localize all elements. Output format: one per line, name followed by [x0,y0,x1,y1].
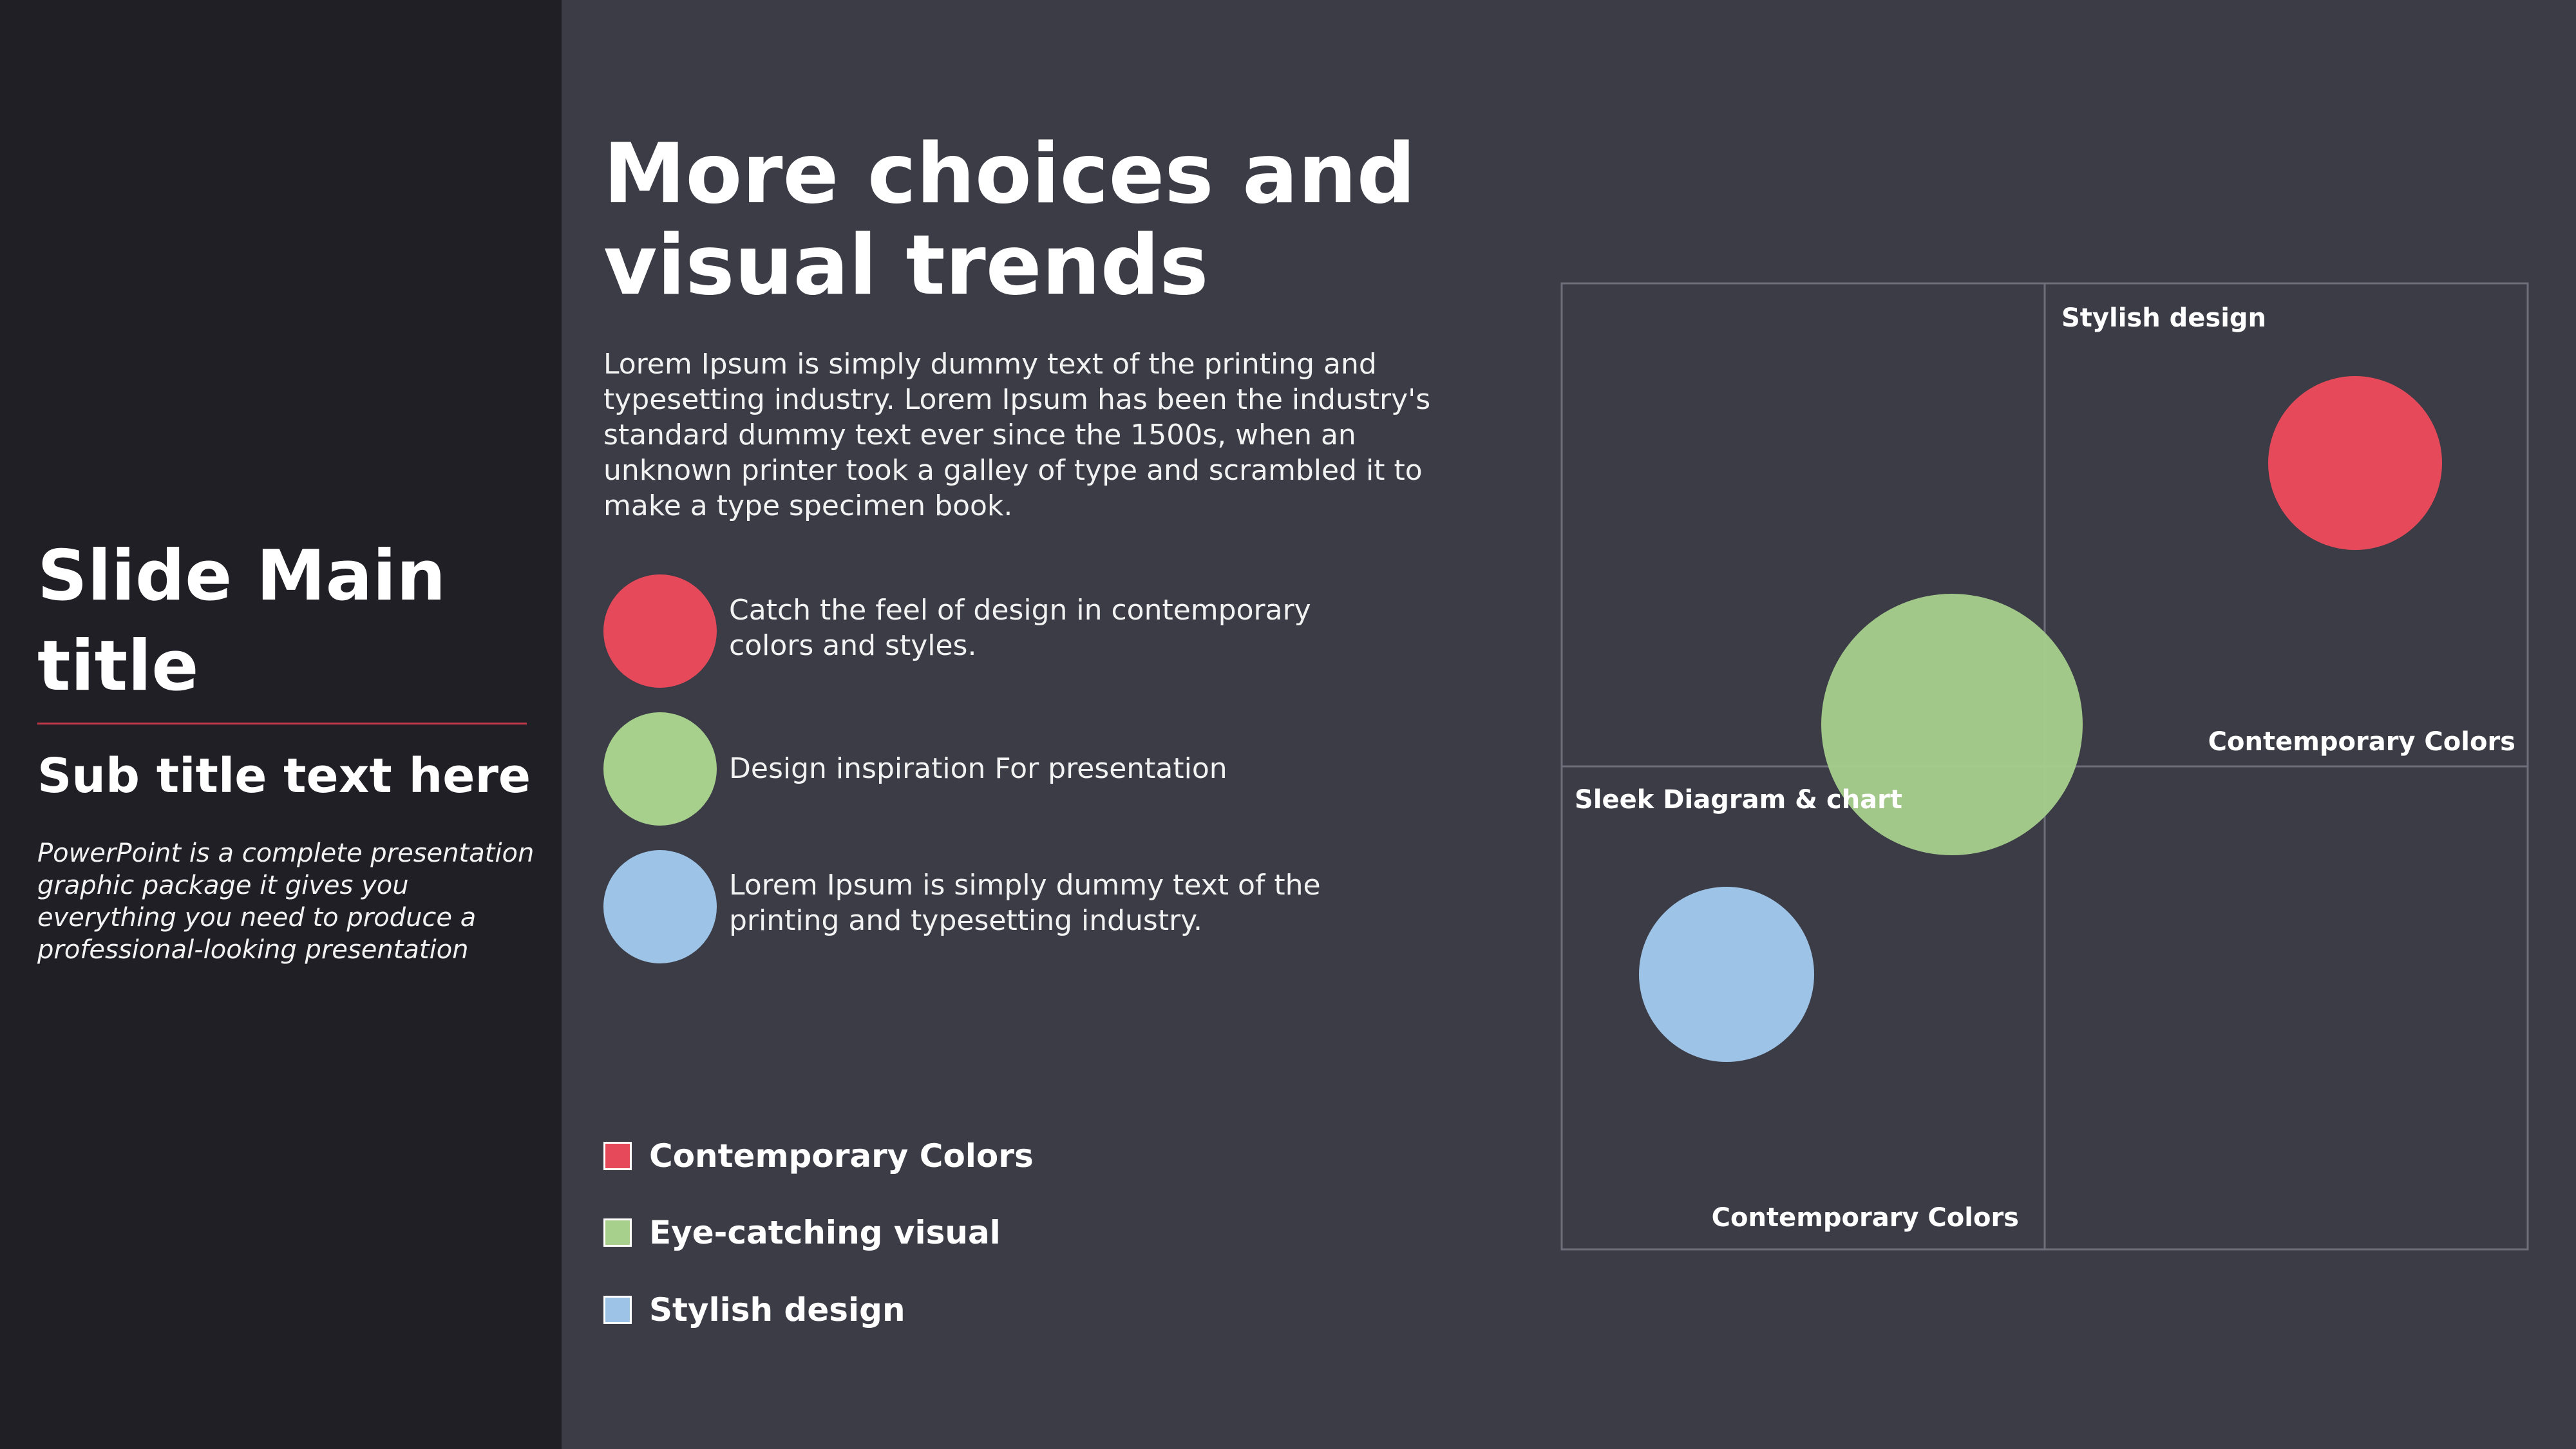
main-body-text: Lorem Ipsum is simply dummy text of the … [603,348,1431,522]
legend-swatch-red [603,1142,632,1170]
main-heading: More choices and visual trends [603,126,1416,314]
slide-description: PowerPoint is a complete presentation gr… [37,838,535,965]
sidebar-panel: Slide Main title Sub title text here Pow… [0,0,562,1449]
bullet-text-2: Design inspiration For presentation [729,752,1227,785]
slide-subtitle: Sub title text here [37,748,531,804]
bullet-text-1: Catch the feel of design in contemporary… [729,594,1311,662]
bullet-text-3: Lorem Ipsum is simply dummy text of the … [729,869,1321,937]
bubble-blue [1639,887,1814,1062]
bullet-dot-blue [603,850,717,963]
bullet-dot-red [603,574,717,688]
title-divider [37,723,527,724]
quadrant-label-contemporary-colors-bottom: Contemporary Colors [1712,1203,2019,1233]
legend-swatch-blue [603,1296,632,1324]
slide-main-title: Slide Main title [37,536,446,706]
quadrant-label-sleek-diagram: Sleek Diagram & chart [1575,785,1902,815]
bullet-dot-green [603,712,717,826]
quadrant-label-contemporary-colors-top: Contemporary Colors [2208,727,2515,757]
legend-label-1: Contemporary Colors [649,1137,1034,1175]
bubble-red [2268,376,2442,550]
bubble-green [1821,594,2083,855]
quadrant-label-stylish-design: Stylish design [2061,303,2266,333]
legend-label-3: Stylish design [649,1291,905,1329]
legend-swatch-green [603,1218,632,1247]
legend-label-2: Eye-catching visual [649,1214,1001,1251]
